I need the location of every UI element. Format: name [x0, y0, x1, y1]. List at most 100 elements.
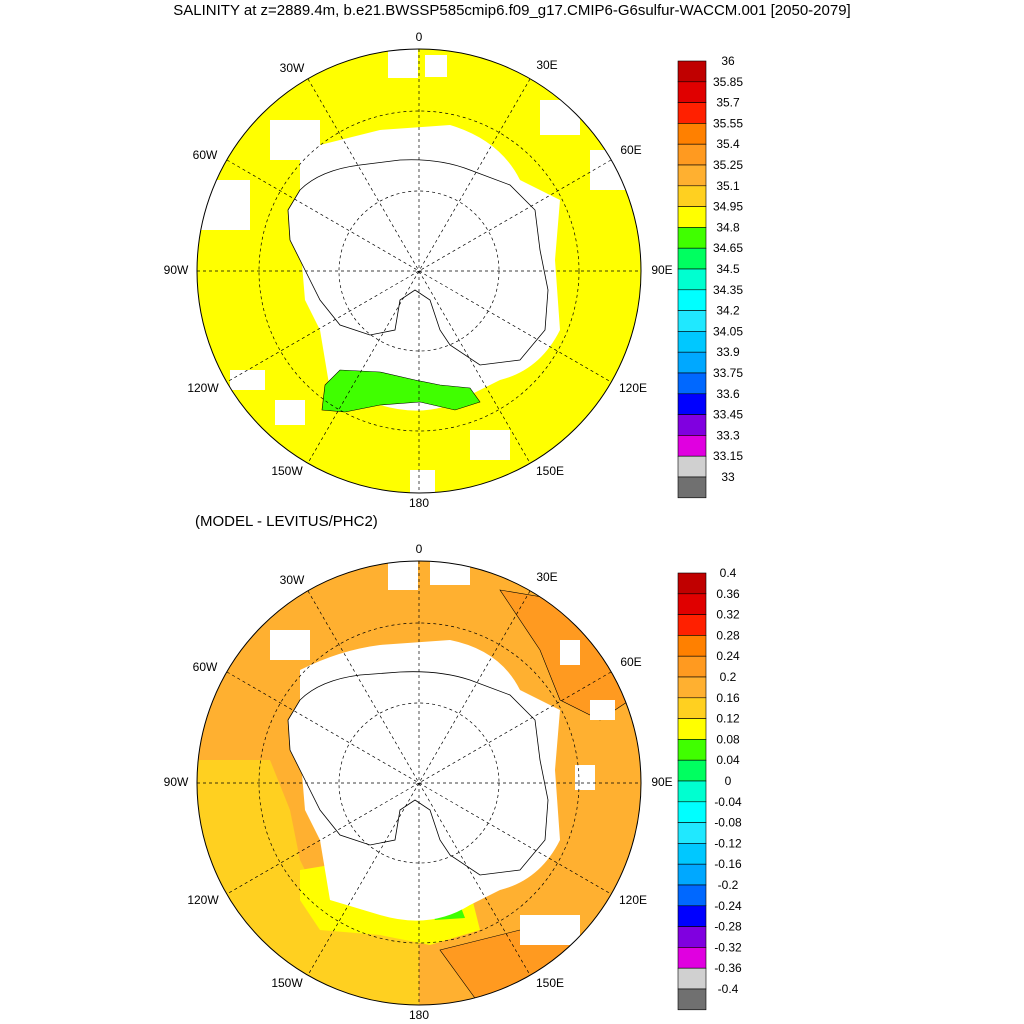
longitude-label: 60E	[620, 655, 641, 669]
colorbar-swatch	[677, 143, 707, 166]
longitude-label: 120E	[619, 381, 647, 395]
colorbar-swatch	[677, 967, 707, 990]
colorbar-swatch	[677, 247, 707, 270]
colorbar-tick-label: -0.24	[714, 899, 742, 913]
longitude-label: 90E	[651, 775, 672, 789]
colorbar-tick-label: 34.95	[713, 200, 743, 214]
colorbar-swatch	[677, 801, 707, 823]
colorbar-tick-label: 0.4	[720, 566, 737, 580]
colorbar-swatch	[677, 455, 707, 478]
colorbar-tick-label: 33.9	[716, 345, 740, 359]
map-border	[196, 560, 642, 1006]
colorbar-swatch	[677, 331, 707, 353]
colorbar-swatch	[677, 697, 707, 719]
colorbar-tick-label: 0.04	[716, 753, 740, 767]
colorbar-swatch	[677, 206, 707, 228]
colorbar-swatch	[677, 635, 707, 657]
colorbar-swatch	[677, 185, 707, 207]
colorbar-tick-label: 34.5	[716, 262, 740, 276]
longitude-label: 180	[409, 1008, 429, 1022]
longitude-label: 120W	[187, 893, 219, 907]
difference-colorbar: 0.4 0.36 0.32 0.28 0.24 0.2 0.16 0.12 0.08 0.04 0 -…	[677, 566, 742, 1011]
colorbar-tick-label: 34.65	[713, 241, 743, 255]
colorbar-tick-label: 0.28	[716, 628, 740, 642]
colorbar-swatch	[677, 268, 707, 291]
longitude-label: 0	[416, 542, 423, 556]
salinity-colorbar: 36 35.85 35.7 35.55 35.4 35.25 35.1 34.95 34.8 34…	[677, 54, 743, 499]
colorbar-swatch	[677, 435, 707, 457]
ross-sea-low-salinity	[321, 369, 481, 413]
longitude-label: 150E	[536, 464, 564, 478]
colorbar-tick-label: 33.3	[716, 428, 740, 442]
colorbar-tick-label: 34.35	[713, 283, 743, 297]
colorbar-tick-label: 33.75	[713, 366, 743, 380]
colorbar-swatch	[677, 310, 707, 332]
colorbar-tick-label: -0.04	[714, 795, 742, 809]
colorbar-swatch	[677, 614, 707, 636]
colorbar-tick-label: 35.4	[716, 137, 740, 151]
longitude-label: 90E	[651, 263, 672, 277]
colorbar-tick-label: 33.6	[716, 387, 740, 401]
plot-title: SALINITY at z=2889.4m, b.e21.BWSSP585cmi…	[173, 2, 851, 19]
colorbar-tick-label: 34.05	[713, 324, 743, 338]
longitude-label: 180	[409, 496, 429, 510]
colorbar-swatch	[677, 718, 707, 740]
colorbar-swatch	[677, 655, 707, 678]
colorbar-swatch	[677, 780, 707, 803]
longitude-labels-top: 0 30E 60E 90E 120E 150E 180 150W 120W 90W 60W 30W	[164, 30, 673, 510]
colorbar-tick-label: 35.7	[716, 96, 740, 110]
colorbar-tick-label: -0.08	[714, 816, 742, 830]
longitude-label: 150W	[271, 976, 303, 990]
longitude-label: 30W	[280, 61, 305, 75]
colorbar-tick-label: -0.32	[714, 940, 742, 954]
colorbar-tick-label: 35.85	[713, 75, 743, 89]
longitude-label: 90W	[164, 263, 189, 277]
colorbar-tick-label: -0.4	[718, 982, 739, 996]
colorbar-tick-label: 0	[725, 774, 732, 788]
colorbar-tick-label: -0.36	[714, 961, 742, 975]
colorbar-swatch	[677, 102, 707, 124]
colorbar-tick-label: 0.16	[716, 691, 740, 705]
salinity-map	[196, 48, 642, 494]
colorbar-swatch	[677, 884, 707, 907]
colorbar-swatch	[677, 227, 707, 249]
colorbar-tick-label: 0.12	[716, 712, 740, 726]
colorbar-swatch	[677, 926, 707, 948]
colorbar-swatch	[677, 289, 707, 311]
colorbar-tick-label: 33.15	[713, 449, 743, 463]
colorbar-swatch	[677, 947, 707, 969]
longitude-label: 60W	[193, 660, 218, 674]
colorbar-tick-label: 35.25	[713, 158, 743, 172]
colorbar-swatch	[677, 414, 707, 436]
colorbar-tick-label: 0.2	[720, 670, 737, 684]
colorbar-swatch	[677, 476, 707, 499]
colorbar-tick-label: 0.24	[716, 649, 740, 663]
longitude-label: 120E	[619, 893, 647, 907]
colorbar-tick-label: 35.1	[716, 179, 740, 193]
colorbar-swatch	[677, 372, 707, 395]
colorbar-tick-label: -0.12	[714, 836, 742, 850]
colorbar-swatch	[677, 843, 707, 865]
colorbar-swatch	[677, 822, 707, 844]
map-border	[196, 48, 642, 494]
longitude-label: 30W	[280, 573, 305, 587]
colorbar-tick-label: 33.45	[713, 408, 743, 422]
colorbar-swatch	[677, 988, 707, 1011]
colorbar-swatch	[677, 593, 707, 615]
colorbar-tick-label: 34.8	[716, 220, 740, 234]
colorbar-tick-label: 33	[721, 470, 735, 484]
colorbar-tick-label: -0.2	[718, 878, 739, 892]
colorbar-tick-label: 34.2	[716, 304, 740, 318]
colorbar-swatch	[677, 676, 707, 699]
difference-map	[196, 560, 642, 1006]
antarctica-outline	[287, 671, 549, 876]
colorbar-tick-label: 0.36	[716, 587, 740, 601]
colorbar-tick-label: -0.16	[714, 857, 742, 871]
colorbar-tick-label: -0.28	[714, 920, 742, 934]
colorbar-swatch	[677, 759, 707, 782]
graticule	[197, 49, 641, 493]
longitude-label: 30E	[536, 58, 557, 72]
longitude-label: 60E	[620, 143, 641, 157]
difference-plot-subtitle: (MODEL - LEVITUS/PHC2)	[195, 513, 378, 530]
